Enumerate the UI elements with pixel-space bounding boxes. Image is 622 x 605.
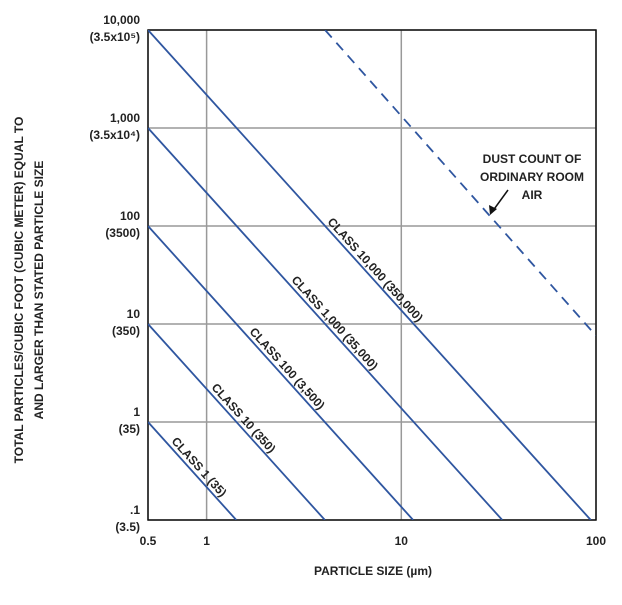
series-line [148,225,414,520]
y-tick-metric-label: (35) [119,422,140,436]
annotation-arrowhead [489,205,497,215]
y-tick-label: 1,000 [110,111,140,125]
x-tick-label: 100 [586,534,606,548]
x-tick-label: 0.5 [140,534,157,548]
y-tick-label: 10,000 [103,13,140,27]
plot-frame [147,29,597,521]
series-line [324,30,596,337]
series-line [148,30,592,520]
y-axis-label: AND LARGER THAN STATED PARTICLE SIZE [32,161,46,420]
annotation: DUST COUNT OF [483,152,582,166]
annotation: AIR [522,188,543,202]
x-tick-label: 10 [395,534,409,548]
x-tick-label: 1 [203,534,210,548]
y-axis-label: TOTAL PARTICLES/CUBIC FOOT (CUBIC METER)… [12,117,26,464]
y-tick-label: 1 [133,405,140,419]
annotation: ORDINARY ROOM [480,170,584,184]
series-label: CLASS 1 (35) [169,434,230,499]
y-tick-label: 10 [127,307,141,321]
x-axis-label: PARTICLE SIZE (µm) [314,564,432,578]
y-tick-label: 100 [120,209,140,223]
series-label: CLASS 10 (350) [209,381,279,456]
y-tick-metric-label: (3.5x10⁴) [89,128,140,142]
y-tick-metric-label: (3500) [105,226,140,240]
series-line [148,323,326,520]
y-tick-metric-label: (350) [112,324,140,338]
series-label: CLASS 10,000 (350,000) [325,215,426,325]
y-tick-metric-label: (3.5) [115,520,140,534]
y-tick-label: .1 [130,503,140,517]
series-line [148,421,237,520]
series-label: CLASS 100 (3,500) [247,325,328,413]
series-line [148,127,503,520]
y-tick-metric-label: (3.5x10⁵) [90,30,140,44]
series-label: CLASS 1,000 (35,000) [289,273,381,373]
